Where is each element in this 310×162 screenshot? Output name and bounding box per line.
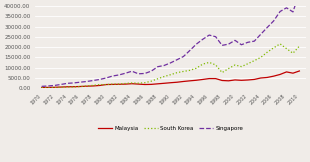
- Legend: Malaysia, South Korea, Singapore: Malaysia, South Korea, Singapore: [96, 124, 245, 133]
